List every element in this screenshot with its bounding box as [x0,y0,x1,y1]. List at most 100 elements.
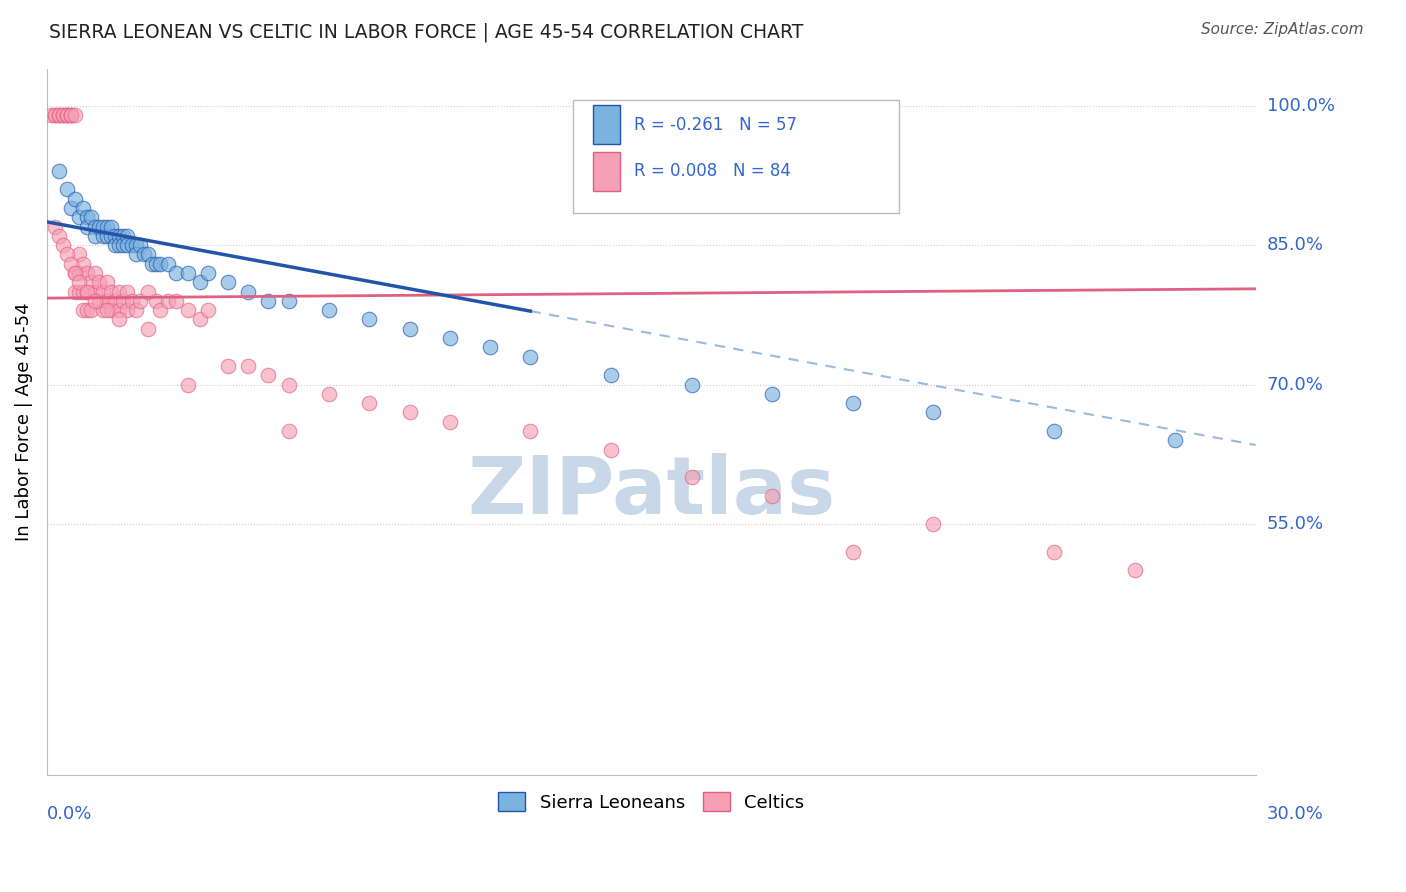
Text: 100.0%: 100.0% [1267,96,1334,115]
Point [128,238,150,252]
Point [84,285,107,299]
Point [841,545,863,559]
Point [108,303,131,318]
Point [108,312,131,326]
Point [84,293,107,308]
Point [238,285,260,299]
Point [145,257,167,271]
Point [100,219,122,234]
Point [257,293,280,308]
Text: 0.0%: 0.0% [46,805,93,823]
Point [238,359,260,373]
Point [439,415,461,429]
Point [117,285,139,299]
Point [318,387,340,401]
Point [76,211,98,225]
Point [112,238,135,252]
Point [1043,545,1066,559]
Text: SIERRA LEONEAN VS CELTIC IN LABOR FORCE | AGE 45-54 CORRELATION CHART: SIERRA LEONEAN VS CELTIC IN LABOR FORCE … [49,22,804,42]
Point [1123,564,1146,578]
Point [84,228,107,243]
Point [44,108,66,122]
Point [48,108,70,122]
Point [439,331,461,345]
Text: 30.0%: 30.0% [1267,805,1323,823]
Point [80,211,103,225]
Point [56,108,79,122]
Point [96,228,118,243]
Point [67,266,90,280]
Point [91,303,114,318]
Point [136,247,159,261]
Point [117,238,139,252]
Point [149,303,172,318]
Point [60,108,83,122]
Point [76,219,98,234]
Point [72,201,94,215]
Point [156,257,179,271]
Point [124,247,146,261]
Point [76,285,98,299]
Point [96,293,118,308]
Point [761,387,783,401]
Point [1043,424,1066,438]
Point [188,275,211,289]
Text: R = -0.261   N = 57: R = -0.261 N = 57 [634,116,797,134]
Legend: Sierra Leoneans, Celtics: Sierra Leoneans, Celtics [491,785,811,819]
Point [56,247,79,261]
Text: 55.0%: 55.0% [1267,515,1324,533]
Y-axis label: In Labor Force | Age 45-54: In Labor Force | Age 45-54 [15,302,32,541]
Point [156,293,179,308]
Point [112,293,135,308]
Point [108,285,131,299]
Point [132,247,155,261]
Point [63,266,86,280]
Point [100,303,122,318]
Point [600,368,623,383]
Point [76,303,98,318]
Point [277,377,299,392]
Point [257,368,280,383]
Point [479,340,502,354]
Text: 70.0%: 70.0% [1267,376,1323,393]
Point [67,247,90,261]
Point [128,293,150,308]
Point [217,275,239,289]
Point [84,219,107,234]
Point [67,275,90,289]
Point [277,293,299,308]
Point [104,228,127,243]
Point [112,228,135,243]
Point [108,238,131,252]
Point [72,285,94,299]
Point [188,312,211,326]
Point [197,266,219,280]
FancyBboxPatch shape [593,152,620,191]
Point [56,108,79,122]
Point [124,238,146,252]
Point [91,219,114,234]
Point [96,219,118,234]
Point [76,266,98,280]
Point [318,303,340,318]
Point [841,396,863,410]
Point [52,238,75,252]
Point [922,405,945,419]
Point [141,257,163,271]
Point [96,303,118,318]
Point [80,303,103,318]
Point [56,108,79,122]
Point [91,228,114,243]
Point [63,285,86,299]
Point [117,228,139,243]
Point [165,266,187,280]
Text: 85.0%: 85.0% [1267,236,1324,254]
Point [63,108,86,122]
Text: ZIPatlas: ZIPatlas [467,453,835,532]
Point [63,266,86,280]
Point [136,285,159,299]
Point [96,275,118,289]
Point [681,470,703,484]
Point [60,108,83,122]
Point [39,108,62,122]
